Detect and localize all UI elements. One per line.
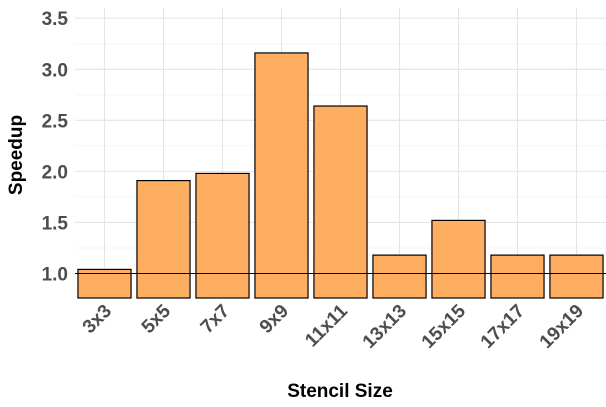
bar-9x9 <box>254 52 309 299</box>
bar-19x19 <box>549 254 604 299</box>
y-tick-label: 3.5 <box>42 9 69 30</box>
bar-15x15 <box>431 219 486 299</box>
x-tick-label-19x19: 19x19 <box>536 301 588 353</box>
y-tick-labels: 1.0 1.5 2.0 2.5 3.0 3.5 <box>42 9 69 285</box>
y-axis-title: Speedup <box>6 115 27 195</box>
x-tick-label-17x17: 17x17 <box>477 301 529 353</box>
y-tick-label: 3.0 <box>42 60 68 81</box>
x-tick-label-11x11: 11x11 <box>301 300 352 351</box>
bar-13x13 <box>372 254 427 299</box>
x-tick-label-5x5: 5x5 <box>138 300 176 338</box>
bar-17x17 <box>490 254 545 299</box>
x-tick-label-15x15: 15x15 <box>418 300 471 353</box>
y-tick-label: 1.0 <box>42 264 68 285</box>
y-tick-label: 2.0 <box>42 162 68 183</box>
bar-7x7 <box>195 172 250 299</box>
x-tick-label-7x7: 7x7 <box>197 301 234 338</box>
x-tick-label-13x13: 13x13 <box>359 301 411 353</box>
x-tick-labels: 3x3 5x5 7x7 9x9 11x11 13x13 15x15 17x17 19x19 <box>79 300 588 353</box>
x-tick-label-3x3: 3x3 <box>79 301 116 338</box>
bar-5x5 <box>136 179 191 299</box>
bar-11x11 <box>313 105 368 299</box>
x-tick-label-9x9: 9x9 <box>256 301 293 338</box>
bar-3x3 <box>77 268 132 299</box>
bars <box>77 52 604 299</box>
y-tick-label: 1.5 <box>42 213 69 234</box>
y-tick-label: 2.5 <box>42 111 69 132</box>
x-axis-title: Stencil Size <box>287 381 393 402</box>
